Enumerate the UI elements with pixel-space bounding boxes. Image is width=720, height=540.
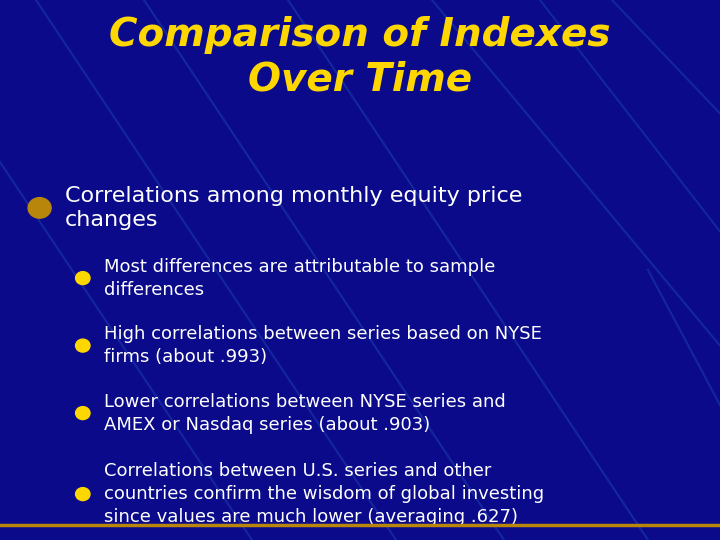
Ellipse shape (76, 407, 90, 420)
Text: Comparison of Indexes
Over Time: Comparison of Indexes Over Time (109, 16, 611, 98)
Text: Correlations between U.S. series and other
countries confirm the wisdom of globa: Correlations between U.S. series and oth… (104, 462, 544, 526)
Ellipse shape (76, 488, 90, 501)
Text: High correlations between series based on NYSE
firms (about .993): High correlations between series based o… (104, 325, 542, 366)
Ellipse shape (76, 339, 90, 352)
Text: Most differences are attributable to sample
differences: Most differences are attributable to sam… (104, 258, 496, 299)
Ellipse shape (28, 198, 51, 218)
Ellipse shape (76, 272, 90, 285)
Text: Correlations among monthly equity price
changes: Correlations among monthly equity price … (65, 186, 522, 230)
Text: Lower correlations between NYSE series and
AMEX or Nasdaq series (about .903): Lower correlations between NYSE series a… (104, 393, 506, 434)
